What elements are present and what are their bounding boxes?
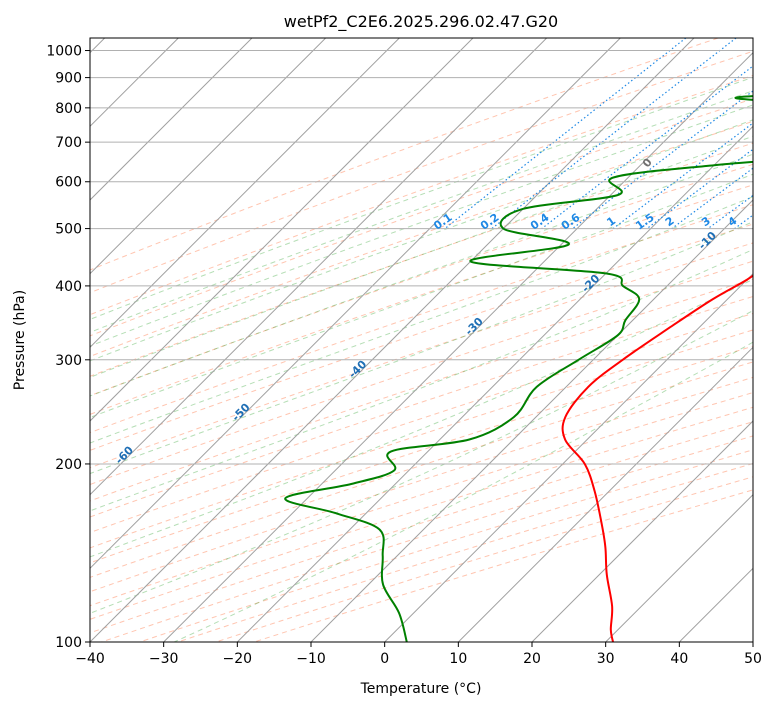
y-tick-label: 600 <box>55 175 82 191</box>
x-tick-label: 10 <box>449 651 467 667</box>
dry-adiabat-line <box>90 392 753 607</box>
dry-adiabat-line <box>90 50 753 294</box>
dry-adiabat-line <box>90 184 753 415</box>
moist-adiabat-line <box>90 135 753 378</box>
x-tick-label: −40 <box>75 651 105 667</box>
y-axis-title: Pressure (hPa) <box>12 290 28 390</box>
y-tick-label: 800 <box>55 101 82 117</box>
mixing-ratio-line <box>671 167 753 230</box>
plot-frame <box>89 37 754 643</box>
isotherm-line <box>384 272 753 642</box>
moist-adiabat-line <box>90 153 753 397</box>
x-tick-label: 0 <box>380 651 389 667</box>
isotherm-line <box>90 38 400 349</box>
moist-adiabat-line <box>90 248 753 512</box>
isotherm-line <box>457 346 753 642</box>
y-tick-label: 900 <box>55 71 82 87</box>
isotherm-line <box>310 199 753 642</box>
dry-adiabat-line <box>90 38 719 271</box>
dry-adiabat-line <box>90 329 753 549</box>
x-tick-label: −10 <box>296 651 326 667</box>
y-tick-label: 200 <box>55 457 82 473</box>
moist-adiabat-line <box>90 119 753 362</box>
x-tick-label: −20 <box>223 651 253 667</box>
y-tick-label: 500 <box>55 222 82 238</box>
moist-adiabat-line <box>90 173 753 419</box>
dry-adiabat-line <box>90 74 753 316</box>
x-tick-label: 20 <box>523 651 541 667</box>
isotherm-line <box>163 51 753 642</box>
x-axis-title: Temperature (°C) <box>360 681 482 697</box>
y-tick-label: 300 <box>55 353 82 369</box>
moist-adiabat-line <box>90 104 753 347</box>
dry-adiabat-line <box>90 242 753 469</box>
temperature-profile <box>561 274 753 642</box>
dry-adiabat-line <box>90 163 753 397</box>
isotherm-line <box>90 38 253 201</box>
y-axis: 100 200 300 400 500 600 700 800 900 1000 <box>46 44 90 651</box>
isotherm-line <box>90 38 327 275</box>
dry-adiabat-line <box>90 204 753 434</box>
y-tick-label: 100 <box>55 635 82 651</box>
mixing-ratio-line <box>541 65 753 230</box>
x-axis: −40 −30 −20 −10 0 10 20 30 40 50 <box>75 642 762 667</box>
x-tick-label: 40 <box>670 651 688 667</box>
profiles <box>284 95 753 642</box>
y-tick-label: 400 <box>55 279 82 295</box>
mixing-ratio-label: 6 <box>765 214 775 229</box>
plot-background <box>90 38 753 642</box>
dry-adiabat-line <box>90 345 753 564</box>
dewpoint-profile <box>284 95 753 642</box>
isotherm-line <box>605 493 753 642</box>
chart-title: wetPf2_C2E6.2025.296.02.47.G20 <box>284 12 558 32</box>
isotherm-line <box>90 38 474 422</box>
dry-adiabat-line <box>90 376 753 593</box>
dry-adiabat-line <box>90 295 753 518</box>
x-tick-label: −30 <box>149 651 179 667</box>
isotherm-label: -70 <box>0 486 20 509</box>
isotherm-line <box>752 641 753 642</box>
isotherm-line <box>90 38 621 570</box>
y-tick-label: 700 <box>55 135 82 151</box>
dry-adiabat-line <box>90 98 753 337</box>
y-tick-label: 1000 <box>46 44 82 60</box>
mixing-ratio-line <box>572 90 753 230</box>
x-tick-label: 50 <box>744 651 762 667</box>
background-lines <box>90 38 753 642</box>
isotherm-line <box>90 38 695 642</box>
isotherm-line <box>531 420 753 642</box>
x-tick-label: 30 <box>597 651 615 667</box>
isotherm-line <box>90 38 548 496</box>
pressure-gridlines <box>90 50 753 642</box>
isotherm-line <box>236 125 753 642</box>
